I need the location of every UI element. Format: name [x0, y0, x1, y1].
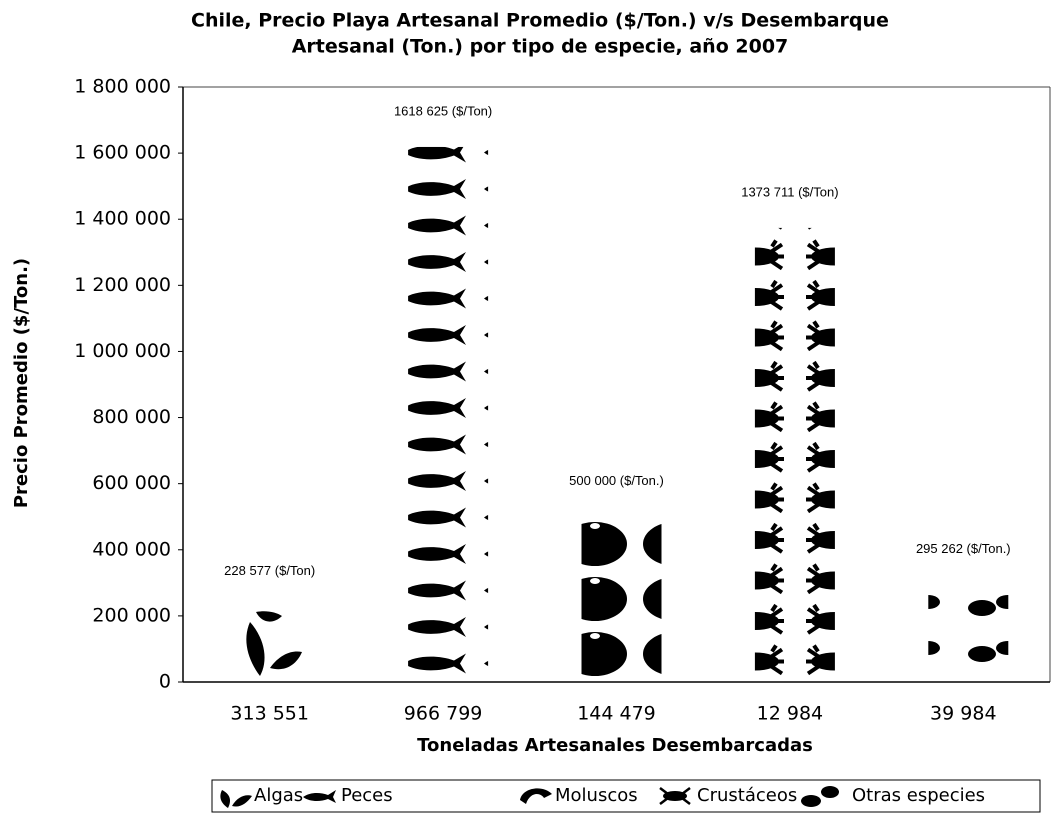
- legend-icon: [303, 790, 336, 803]
- bar: [408, 146, 489, 682]
- legend-label: Crustáceos: [697, 785, 797, 806]
- y-tick-label: 200 000: [92, 604, 171, 626]
- bar: [581, 516, 662, 682]
- data-label: 1373 711 ($/Ton): [741, 184, 838, 199]
- bar: [754, 227, 835, 682]
- x-axis-title: Toneladas Artesanales Desembarcadas: [417, 735, 813, 756]
- data-label: 295 262 ($/Ton.): [916, 541, 1011, 556]
- x-tick-label: 313 551: [230, 703, 309, 725]
- y-tick-label: 600 000: [92, 472, 171, 494]
- y-axis-title: Precio Promedio ($/Ton.): [11, 258, 32, 508]
- legend-icon: [821, 786, 839, 798]
- bar: [928, 584, 1009, 682]
- y-tick-label: 1 000 000: [74, 340, 171, 362]
- legend-label: Peces: [341, 785, 393, 806]
- bar: [234, 606, 315, 682]
- x-tick-label: 144 479: [577, 703, 656, 725]
- legend-label: Otras especies: [852, 785, 985, 806]
- y-tick-label: 1 800 000: [74, 76, 171, 98]
- legend-icon: [520, 788, 552, 804]
- legend-box: [211, 779, 1041, 813]
- y-tick-label: 0: [159, 671, 171, 693]
- legend-icon: [801, 795, 821, 807]
- chart-title: Chile, Precio Playa Artesanal Promedio (…: [191, 10, 889, 32]
- x-tick-label: 12 984: [757, 703, 823, 725]
- legend: Algas Peces Moluscos Crustáceos Otras es…: [211, 779, 1041, 813]
- y-tick-label: 1 200 000: [74, 274, 171, 296]
- data-label: 1618 625 ($/Ton): [394, 103, 492, 118]
- legend-label: Moluscos: [555, 785, 638, 806]
- legend-label: Algas: [254, 785, 303, 806]
- y-tick-label: 1 600 000: [74, 142, 171, 164]
- x-tick-label: 39 984: [930, 703, 996, 725]
- y-tick-label: 800 000: [92, 406, 171, 428]
- chart-title: Artesanal (Ton.) por tipo de especie, añ…: [292, 36, 789, 58]
- data-label: 228 577 ($/Ton): [224, 563, 315, 578]
- y-tick-label: 400 000: [92, 538, 171, 560]
- legend-icon: [663, 791, 687, 801]
- legend-icon: [659, 787, 691, 805]
- data-label: 500 000 ($/Ton.): [569, 473, 664, 488]
- x-tick-label: 966 799: [404, 703, 483, 725]
- y-tick-label: 1 400 000: [74, 208, 171, 230]
- legend-icon: [220, 790, 252, 808]
